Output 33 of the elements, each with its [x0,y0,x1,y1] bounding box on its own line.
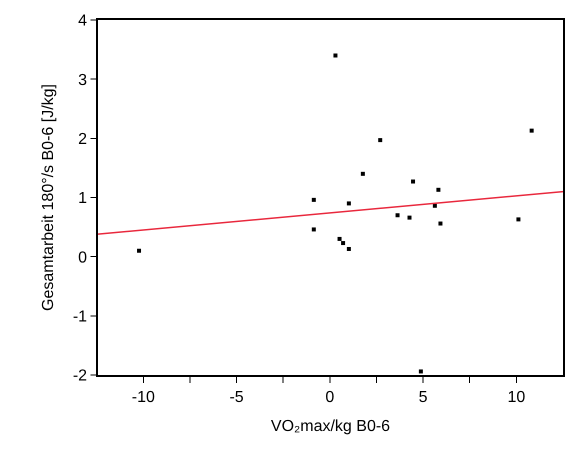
point [341,241,346,246]
point [360,172,365,176]
point [432,204,437,208]
point [418,369,423,374]
point [438,222,442,226]
point [312,198,316,202]
point [346,246,351,251]
point [516,217,520,222]
point [137,248,142,253]
point [346,201,351,206]
x-tick-label: 0 [325,388,334,406]
point [436,188,440,192]
point [312,227,316,232]
x-tick-label: -10 [132,388,155,406]
y-tick-label: 3 [78,72,88,89]
y-tick-label: 1 [78,190,88,208]
point [396,213,400,218]
point [407,216,412,220]
point [378,138,382,142]
point [530,128,534,133]
x-tick-label: 10 [507,388,526,406]
x-tick-label: 5 [418,388,428,406]
x-axis-title: VO₂max/kg B0-6 [270,418,390,436]
point [411,180,416,184]
y-tick-label: 4 [78,12,88,30]
point [333,54,338,58]
y-tick-label: 0 [78,249,88,266]
y-tick-label: 2 [78,130,88,148]
y-tick-label: -1 [72,308,88,326]
point [338,236,342,241]
y-axis-title: Gesamtarbeit 180°/s B0-6 [J/kg] [40,84,58,311]
x-tick-label: -5 [229,388,244,406]
y-tick-label: -2 [72,368,88,385]
